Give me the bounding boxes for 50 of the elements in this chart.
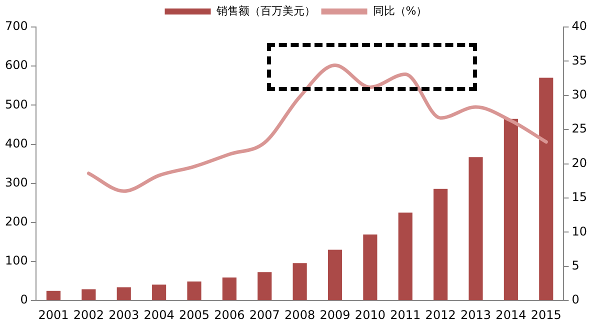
x-tick-label: 2011 bbox=[390, 308, 421, 322]
y2-tick-label: 15 bbox=[572, 190, 588, 204]
x-tick-label: 2015 bbox=[530, 308, 562, 322]
y2-tick-label: 25 bbox=[572, 122, 588, 136]
y-tick-label: 300 bbox=[5, 175, 28, 190]
x-tick-label: 2004 bbox=[144, 308, 174, 322]
bar bbox=[468, 157, 483, 300]
bar bbox=[116, 287, 131, 300]
y2-tick-label: 35 bbox=[572, 53, 588, 68]
y2-tick-label: 0 bbox=[572, 292, 580, 307]
y2-tick-label: 10 bbox=[572, 224, 588, 238]
bar bbox=[222, 278, 236, 300]
line-series bbox=[86, 64, 548, 193]
y-tick-label: 0 bbox=[20, 292, 28, 307]
y-tick-label: 600 bbox=[5, 58, 28, 72]
bar bbox=[152, 284, 166, 300]
bar bbox=[398, 212, 412, 300]
bar bbox=[539, 78, 554, 300]
y-tick-label: 400 bbox=[5, 136, 28, 150]
bar bbox=[82, 289, 96, 300]
bar bbox=[187, 281, 202, 300]
legend-label: 销售额（百万美元） bbox=[215, 4, 316, 18]
x-tick-label: 2006 bbox=[214, 308, 245, 322]
y2-tick-label: 30 bbox=[572, 88, 588, 102]
bar bbox=[504, 118, 518, 300]
x-tick-label: 2005 bbox=[178, 308, 210, 322]
bar bbox=[46, 290, 61, 300]
bar bbox=[434, 188, 448, 300]
x-tick-label: 2008 bbox=[284, 308, 316, 322]
y2-tick-label: 40 bbox=[572, 19, 588, 34]
x-tick-label: 2013 bbox=[460, 308, 492, 322]
x-tick-label: 2002 bbox=[73, 308, 104, 322]
x-tick-label: 2012 bbox=[425, 308, 456, 322]
x-tick-label: 2014 bbox=[496, 308, 526, 322]
x-tick-label: 2010 bbox=[354, 308, 386, 322]
y-tick-label: 100 bbox=[5, 254, 28, 268]
bar bbox=[258, 272, 272, 300]
y-tick-label: 200 bbox=[5, 214, 28, 229]
y-tick-label: 500 bbox=[5, 97, 28, 112]
bar bbox=[363, 234, 378, 300]
bar bbox=[328, 250, 342, 300]
x-tick-label: 2009 bbox=[320, 308, 350, 322]
bar bbox=[292, 263, 307, 300]
y2-tick-label: 20 bbox=[572, 156, 588, 170]
y2-tick-label: 5 bbox=[572, 258, 580, 273]
x-tick-label: 2001 bbox=[38, 308, 69, 322]
x-tick-label: 2003 bbox=[108, 308, 140, 322]
y-tick-label: 700 bbox=[5, 19, 28, 34]
legend-label: 同比（%） bbox=[372, 4, 428, 18]
x-tick-label: 2007 bbox=[249, 308, 280, 322]
